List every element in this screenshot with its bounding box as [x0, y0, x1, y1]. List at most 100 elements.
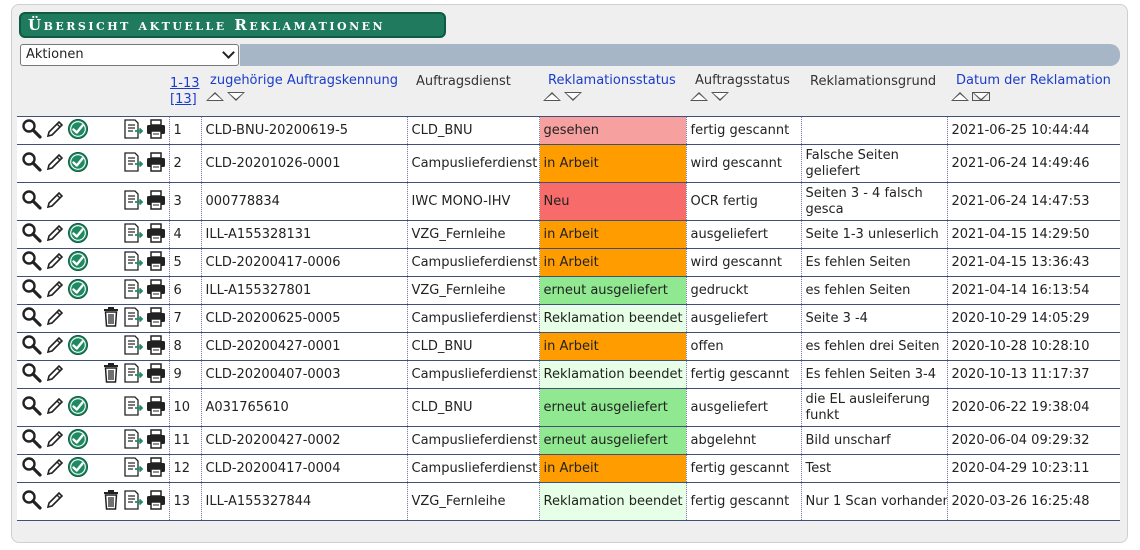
sort-asc-icon[interactable]	[543, 92, 561, 101]
row-auftragsdienst: VZG_Fernleihe	[407, 482, 540, 521]
sort-asc-icon[interactable]	[690, 92, 708, 101]
table-row: 7 CLD-20200625-0005 Campuslieferdienst R…	[17, 304, 1120, 333]
printer-icon[interactable]	[145, 222, 167, 248]
printer-icon[interactable]	[145, 456, 167, 482]
row-auftragsdienst: VZG_Fernleihe	[407, 276, 540, 305]
printer-icon[interactable]	[145, 362, 167, 388]
row-reklamationsstatus: gesehen	[539, 116, 687, 145]
sort-asc-icon[interactable]	[206, 92, 224, 101]
chevron-down-icon	[222, 46, 235, 59]
export-document-icon[interactable]	[122, 250, 144, 276]
checkmark-icon[interactable]	[67, 278, 89, 304]
magnifier-icon[interactable]	[21, 489, 43, 515]
header-datum[interactable]: Datum der Reklamation	[956, 73, 1111, 88]
row-datum: 2021-06-25 10:44:44	[947, 116, 1120, 145]
sort-desc-icon[interactable]	[227, 92, 245, 101]
pencil-icon[interactable]	[44, 250, 66, 276]
trash-icon[interactable]	[101, 362, 121, 388]
pencil-icon[interactable]	[44, 428, 66, 454]
pencil-icon[interactable]	[44, 118, 66, 144]
paging-total[interactable]: [13]	[170, 92, 197, 107]
magnifier-icon[interactable]	[21, 362, 43, 388]
row-datum: 2021-06-24 14:49:46	[947, 144, 1120, 183]
printer-icon[interactable]	[145, 395, 167, 421]
checkmark-icon[interactable]	[67, 250, 89, 276]
printer-icon[interactable]	[145, 189, 167, 215]
export-document-icon[interactable]	[122, 189, 144, 215]
header-auftragskennung[interactable]: zugehörige Auftragskennung	[210, 73, 399, 88]
export-document-icon[interactable]	[122, 334, 144, 360]
checkmark-icon[interactable]	[67, 151, 89, 177]
row-number: 8	[169, 332, 202, 361]
export-document-icon[interactable]	[122, 362, 144, 388]
magnifier-icon[interactable]	[21, 278, 43, 304]
row-auftragsdienst: IWC MONO-IHV	[407, 182, 540, 221]
printer-icon[interactable]	[145, 151, 167, 177]
magnifier-icon[interactable]	[21, 334, 43, 360]
trash-icon[interactable]	[101, 489, 121, 515]
actions-select-value: Aktionen	[26, 47, 84, 62]
row-number: 9	[169, 360, 202, 389]
paging[interactable]: 1-13 [13]	[170, 76, 200, 108]
pencil-icon[interactable]	[44, 334, 66, 360]
magnifier-icon[interactable]	[21, 456, 43, 482]
printer-icon[interactable]	[145, 428, 167, 454]
checkmark-icon[interactable]	[67, 118, 89, 144]
paging-range[interactable]: 1-13	[170, 76, 200, 91]
sort-asc-icon[interactable]	[951, 92, 969, 101]
export-document-icon[interactable]	[122, 151, 144, 177]
sort-datum[interactable]	[951, 92, 990, 101]
export-document-icon[interactable]	[122, 456, 144, 482]
pencil-icon[interactable]	[44, 306, 66, 332]
checkmark-icon[interactable]	[67, 456, 89, 482]
checkmark-icon[interactable]	[67, 395, 89, 421]
printer-icon[interactable]	[145, 250, 167, 276]
row-actions-left	[17, 116, 97, 145]
header-reklamationsstatus[interactable]: Reklamationsstatus	[548, 73, 676, 88]
sort-desc-icon[interactable]	[564, 92, 582, 101]
magnifier-icon[interactable]	[21, 222, 43, 248]
header-reklamationsgrund: Reklamationsgrund	[810, 74, 937, 89]
export-document-icon[interactable]	[122, 118, 144, 144]
checkmark-icon[interactable]	[67, 222, 89, 248]
magnifier-icon[interactable]	[21, 395, 43, 421]
printer-icon[interactable]	[145, 118, 167, 144]
magnifier-icon[interactable]	[21, 250, 43, 276]
magnifier-icon[interactable]	[21, 306, 43, 332]
actions-select[interactable]: Aktionen	[20, 44, 239, 66]
pencil-icon[interactable]	[44, 456, 66, 482]
sort-auftragskennung[interactable]	[206, 92, 245, 101]
magnifier-icon[interactable]	[21, 428, 43, 454]
sort-desc-icon[interactable]	[711, 92, 729, 101]
trash-icon[interactable]	[101, 306, 121, 332]
magnifier-icon[interactable]	[21, 189, 43, 215]
export-document-icon[interactable]	[122, 278, 144, 304]
pencil-icon[interactable]	[44, 151, 66, 177]
export-document-icon[interactable]	[122, 489, 144, 515]
pencil-icon[interactable]	[44, 489, 66, 515]
pencil-icon[interactable]	[44, 278, 66, 304]
checkmark-icon[interactable]	[67, 334, 89, 360]
pencil-icon[interactable]	[44, 362, 66, 388]
printer-icon[interactable]	[145, 489, 167, 515]
pencil-icon[interactable]	[44, 189, 66, 215]
row-auftragsstatus: fertig gescannt	[686, 360, 802, 389]
printer-icon[interactable]	[145, 306, 167, 332]
table-row: 3 000778834 IWC MONO-IHV Neu OCR fertig …	[17, 182, 1120, 221]
sort-auftragsstatus[interactable]	[690, 92, 729, 101]
pencil-icon[interactable]	[44, 222, 66, 248]
magnifier-icon[interactable]	[21, 118, 43, 144]
magnifier-icon[interactable]	[21, 151, 43, 177]
sort-reklamationsstatus[interactable]	[543, 92, 582, 101]
export-document-icon[interactable]	[122, 395, 144, 421]
printer-icon[interactable]	[145, 334, 167, 360]
row-datum: 2020-10-28 10:28:10	[947, 332, 1120, 361]
export-document-icon[interactable]	[122, 222, 144, 248]
checkmark-icon[interactable]	[67, 428, 89, 454]
export-document-icon[interactable]	[122, 306, 144, 332]
export-document-icon[interactable]	[122, 428, 144, 454]
sort-desc-icon[interactable]	[972, 92, 990, 101]
pencil-icon[interactable]	[44, 395, 66, 421]
printer-icon[interactable]	[145, 278, 167, 304]
row-reklamationsstatus: erneut ausgeliefert	[539, 426, 687, 455]
